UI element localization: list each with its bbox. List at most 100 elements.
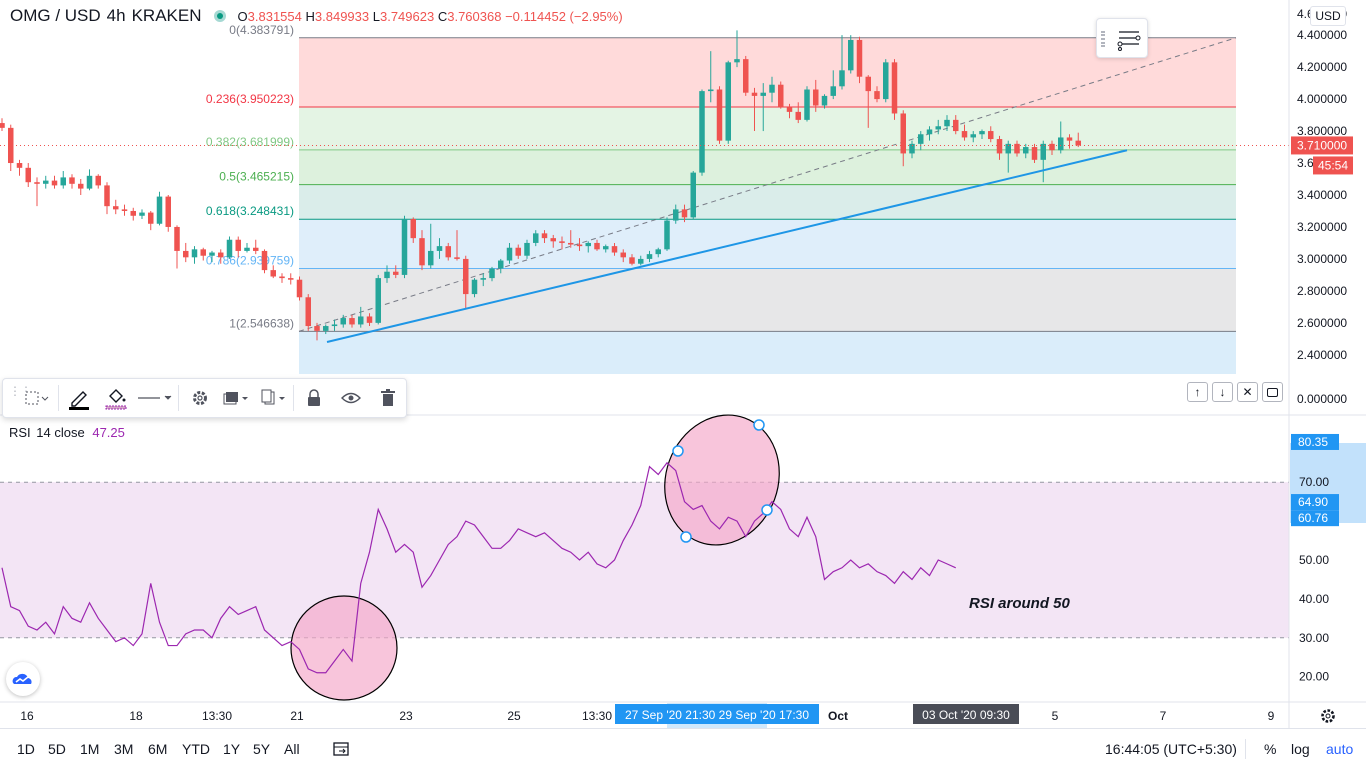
overbought-ellipse[interactable] [647, 399, 797, 561]
range-button-3m[interactable]: 3M [114, 741, 134, 757]
settings-button[interactable] [181, 382, 218, 414]
candle [795, 102, 801, 124]
range-button-6m[interactable]: 6M [148, 741, 168, 757]
oversold-ellipse[interactable] [290, 595, 398, 701]
candle [883, 59, 889, 103]
object-tree-button[interactable] [1096, 18, 1148, 58]
rsi-annotation[interactable]: RSI around 50 [969, 595, 1070, 612]
ellipse-handle[interactable] [753, 419, 765, 431]
rsi-legend[interactable]: RSI 14 close 47.25 [9, 425, 125, 440]
hide-button[interactable] [333, 382, 370, 414]
toolbar-drag-handle[interactable]: ⋮⋮ [9, 384, 32, 398]
candle-body [760, 92, 766, 96]
clock-label[interactable]: 16:44:05 (UTC+5:30) [1105, 741, 1237, 757]
range-button-1d[interactable]: 1D [17, 741, 35, 757]
range-button-5d[interactable]: 5D [48, 741, 66, 757]
candle-body [288, 278, 294, 280]
candle [226, 236, 233, 259]
rsi-tick-label: 50.00 [1299, 553, 1329, 567]
lock-button[interactable] [296, 382, 333, 414]
candle [209, 250, 215, 263]
price-tick-label: 2.400000 [1297, 348, 1347, 362]
ellipse-handle[interactable] [761, 504, 773, 516]
candle-body [944, 119, 950, 127]
exchange-label[interactable]: KRAKEN [131, 6, 202, 25]
candle [620, 249, 626, 263]
interval-label[interactable]: 4h [106, 6, 126, 25]
candle [358, 306, 364, 328]
candle-body [1066, 137, 1073, 141]
candle-body [1040, 143, 1046, 160]
range-button-all[interactable]: All [284, 741, 300, 757]
ellipse-handle[interactable] [680, 531, 692, 543]
date-range-picker-button[interactable] [332, 741, 350, 762]
delete-button[interactable] [369, 382, 406, 414]
candle [156, 191, 163, 226]
auto-toggle[interactable]: auto [1326, 741, 1354, 757]
fibonacci-retracement[interactable]: 0(4.383791) 0.236(3.950223) 0.382(3.681999… [206, 23, 1237, 374]
candle [340, 314, 346, 328]
candle [638, 255, 644, 266]
line-style-button[interactable] [134, 382, 176, 414]
candle-body [235, 239, 241, 251]
close-pane-button[interactable]: ✕ [1237, 382, 1258, 402]
fib-level-label: 1(2.546638) [229, 316, 294, 330]
percent-toggle[interactable]: % [1264, 741, 1277, 757]
maximize-icon [1267, 387, 1278, 397]
candle [218, 249, 224, 264]
symbol-legend[interactable]: OMG / USD 4h KRAKEN O3.831554 H3.849933 … [10, 6, 623, 26]
candle-body [261, 250, 268, 271]
candle [261, 249, 268, 274]
candle-body [638, 258, 644, 264]
range-button-5y[interactable]: 5Y [253, 741, 271, 757]
candle [349, 314, 355, 328]
support-trendline[interactable] [326, 149, 1128, 344]
candle-body [78, 183, 84, 189]
fib-zone [299, 219, 1236, 269]
candle-body [699, 91, 705, 173]
candle [270, 265, 276, 279]
template-icon [25, 391, 49, 405]
candle-body [471, 279, 478, 295]
candle-body [874, 91, 880, 100]
drawing-toolbar[interactable]: ⋮⋮ [2, 378, 407, 418]
clone-button[interactable] [254, 382, 291, 414]
candle [384, 265, 390, 283]
candle [576, 238, 583, 251]
candle-body [1049, 143, 1055, 151]
candle [314, 322, 320, 341]
fill-color-button[interactable] [97, 382, 134, 414]
candle [323, 324, 329, 335]
candle-body [804, 89, 810, 120]
range-button-1y[interactable]: 1Y [223, 741, 241, 757]
symbol-name[interactable]: OMG / USD [10, 6, 101, 25]
countdown-label: 45:54 [1318, 158, 1348, 172]
candle-body [139, 212, 145, 216]
fib-trend-line[interactable] [298, 37, 1237, 332]
maximize-pane-button[interactable] [1262, 382, 1283, 402]
candle [979, 129, 985, 140]
tradingview-logo[interactable] [6, 662, 40, 696]
candle-body [366, 316, 373, 323]
rsi-range-label: 80.35 [1298, 435, 1328, 449]
move-pane-down-button[interactable]: ↓ [1212, 382, 1233, 402]
candle [813, 79, 819, 112]
line-color-button[interactable] [61, 382, 98, 414]
move-pane-up-button[interactable]: ↑ [1187, 382, 1208, 402]
chart-settings-icon[interactable] [1321, 709, 1335, 723]
candle-body [121, 209, 128, 211]
candle-body [909, 143, 915, 154]
price-tick-label: 3.800000 [1297, 124, 1347, 138]
ellipse-handle[interactable] [672, 445, 684, 457]
visibility-layer-button[interactable] [218, 382, 255, 414]
price-tick-label: 4.200000 [1297, 60, 1347, 74]
range-button-ytd[interactable]: YTD [182, 741, 210, 757]
template-button[interactable] [19, 382, 56, 414]
log-toggle[interactable]: log [1291, 741, 1310, 757]
candle [148, 210, 154, 231]
drawings[interactable] [326, 149, 1128, 344]
candle [611, 242, 618, 256]
currency-button[interactable]: USD [1310, 6, 1346, 26]
range-button-1m[interactable]: 1M [80, 741, 100, 757]
